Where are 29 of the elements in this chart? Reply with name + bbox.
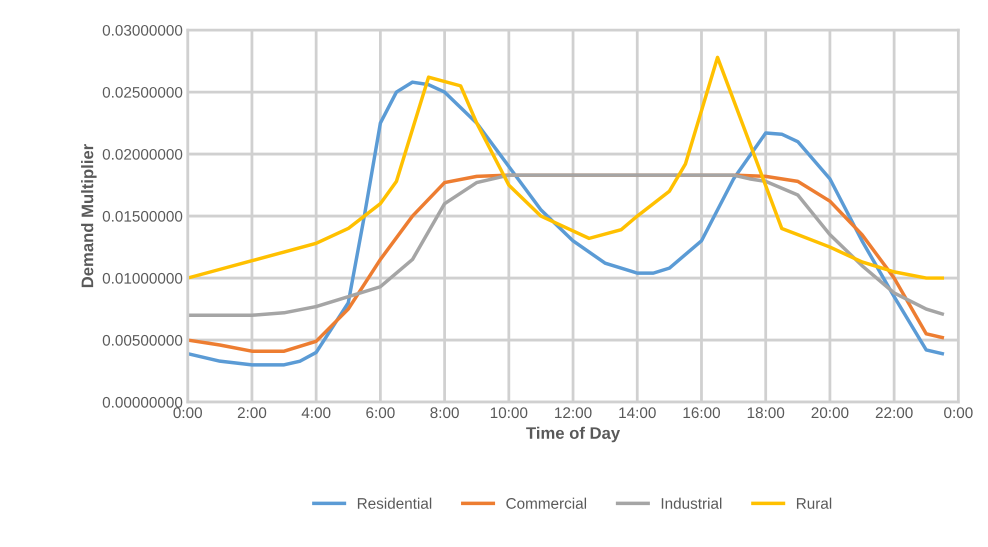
x-tick-label: 14:00 — [619, 407, 656, 418]
legend-label: Residential — [358, 498, 432, 509]
x-tick-label: 8:00 — [430, 407, 459, 418]
legend-label: Commercial — [506, 498, 586, 509]
line-series — [188, 56, 944, 280]
x-tick-label: 16:00 — [684, 407, 720, 418]
legend-label: Industrial — [662, 498, 722, 509]
y-tick-label: 0.02500000 — [102, 86, 182, 98]
line-series — [188, 173, 944, 317]
x-tick-label: 22:00 — [876, 407, 913, 418]
y-tick-label: 0.03000000 — [102, 24, 182, 36]
x-tick-label: 0:00 — [173, 407, 202, 418]
x-tick-label: 12:00 — [555, 407, 592, 418]
y-tick-label: 0.00000000 — [102, 396, 182, 408]
x-axis-title: Time of Day — [526, 426, 620, 442]
x-tick-label: 18:00 — [748, 407, 784, 418]
x-tick-label: 20:00 — [812, 407, 848, 418]
legend-label: Rural — [796, 498, 832, 509]
x-tick-label: 2:00 — [238, 407, 266, 418]
y-axis-title: Demand Multiplier — [81, 144, 97, 288]
x-tick-label: 0:00 — [944, 407, 973, 418]
y-tick-label: 0.01000000 — [102, 272, 182, 284]
y-tick-label: 0.01500000 — [102, 210, 182, 222]
x-tick-label: 10:00 — [490, 407, 528, 418]
y-tick-label: 0.02000000 — [102, 148, 182, 160]
x-tick-label: 4:00 — [302, 407, 330, 418]
x-tick-label: 6:00 — [366, 407, 395, 418]
y-tick-label: 0.00500000 — [102, 334, 182, 346]
line-series — [188, 80, 944, 367]
